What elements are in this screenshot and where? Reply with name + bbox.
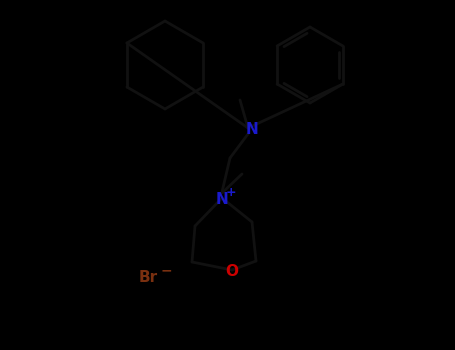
Text: +: + — [226, 187, 236, 199]
Text: N: N — [246, 122, 258, 138]
Text: −: − — [160, 263, 172, 277]
Text: Br: Br — [138, 270, 157, 285]
Text: O: O — [226, 264, 238, 279]
Text: N: N — [216, 193, 228, 208]
